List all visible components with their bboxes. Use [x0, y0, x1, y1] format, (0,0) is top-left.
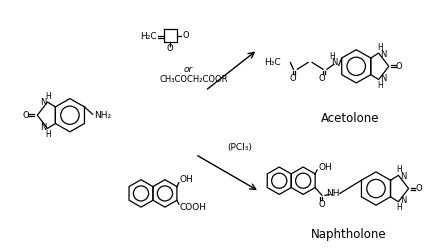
Text: N: N [332, 58, 338, 67]
Text: N: N [381, 50, 387, 59]
Text: N: N [400, 196, 406, 205]
Text: NH₂: NH₂ [94, 111, 111, 120]
Text: N: N [40, 123, 47, 132]
Text: H: H [396, 165, 402, 174]
Text: H: H [377, 81, 382, 90]
Text: O: O [167, 44, 173, 53]
Text: OH: OH [180, 175, 194, 184]
Text: (PCl₃): (PCl₃) [227, 143, 252, 152]
Text: Acetolone: Acetolone [321, 112, 380, 125]
Text: H₃C: H₃C [264, 58, 280, 67]
Text: N: N [381, 74, 387, 83]
Text: O: O [319, 200, 325, 209]
Text: O: O [318, 73, 325, 83]
Text: H: H [396, 203, 402, 212]
Text: O: O [415, 184, 422, 193]
Text: CH₃COCH₂COOR: CH₃COCH₂COOR [159, 74, 228, 83]
Text: N: N [400, 172, 406, 181]
Text: NH: NH [326, 189, 339, 198]
Text: O: O [396, 62, 402, 71]
Text: Naphtholone: Naphtholone [311, 228, 386, 241]
Text: H₂C: H₂C [140, 33, 157, 42]
Text: H: H [46, 92, 51, 101]
Text: O: O [289, 73, 296, 83]
Text: N: N [40, 99, 47, 108]
Text: or: or [184, 65, 193, 74]
Text: H: H [377, 43, 382, 52]
Text: O: O [182, 31, 189, 40]
Text: O: O [22, 111, 29, 120]
Text: H: H [46, 130, 51, 139]
Text: OH: OH [318, 163, 332, 172]
Text: COOH: COOH [180, 203, 207, 212]
Text: H: H [329, 52, 335, 61]
